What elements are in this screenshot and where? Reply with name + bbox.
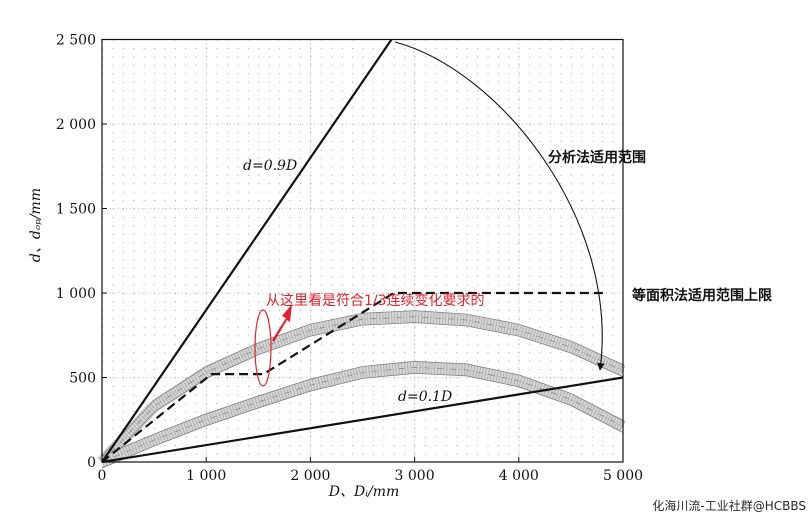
red-note-text: 从这里看是符合1/3连续变化要求的	[266, 292, 485, 309]
y-tick-label: 2 500	[56, 33, 96, 49]
red-note-arrow	[272, 304, 292, 342]
band-edge-lower-0	[101, 322, 624, 469]
y-tick-label: 1 500	[56, 202, 96, 218]
equal-area-limit-label: 等面积法适用范围上限	[632, 287, 772, 304]
series-label-0-9d: d=0.9D	[243, 158, 297, 174]
analysis-range-arrow	[394, 41, 605, 371]
y-tick-label: 500	[69, 371, 96, 387]
series-label-0-1d: d=0.1D	[398, 389, 452, 405]
x-tick-label: 2 000	[290, 468, 330, 484]
x-axis-title: D、Dᵢ/mm	[328, 484, 400, 500]
series-line-1	[101, 376, 624, 464]
band-centerline-1	[101, 367, 624, 463]
x-tick-label: 0	[98, 468, 107, 484]
band-edge-upper-1	[101, 361, 624, 457]
ticks: 0 1 000 2 000 3 000 4 000 5 000 0 500 1 000 1 500…	[56, 33, 643, 485]
y-tick-label: 0	[87, 455, 96, 471]
bands	[97, 310, 626, 469]
y-tick-label: 2 000	[56, 117, 96, 133]
analysis-range-label: 分析法适用范围	[548, 149, 646, 166]
series-line-0	[101, 38, 393, 463]
band-edge-lower-1	[101, 373, 624, 469]
x-tick-label: 5 000	[603, 468, 643, 484]
red-highlight-ellipse	[254, 309, 272, 387]
plot-frame	[101, 38, 624, 463]
series-line-2	[101, 291, 608, 463]
x-tick-label: 4 000	[499, 468, 539, 484]
y-axis-title: d、dₒₚ/mm	[28, 188, 44, 262]
band-centerline-0	[101, 316, 624, 463]
series	[101, 38, 624, 464]
x-tick-label: 3 000	[395, 468, 435, 484]
watermark-text: 化海川流-工业社群@HCBBS	[652, 498, 806, 513]
y-tick-label: 1 000	[56, 286, 96, 302]
x-tick-label: 1 000	[186, 468, 226, 484]
